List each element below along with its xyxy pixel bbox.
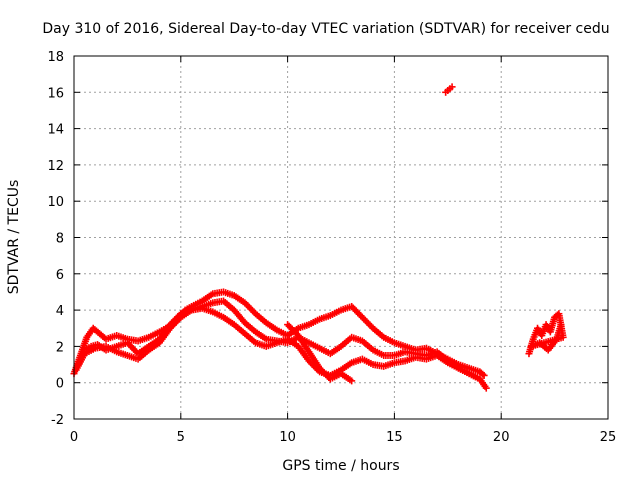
data-point xyxy=(348,377,356,385)
y-tick-label: -2 xyxy=(51,413,64,428)
x-axis-label: GPS time / hours xyxy=(282,458,399,474)
data-point xyxy=(476,375,484,383)
y-tick-label: 2 xyxy=(56,340,64,355)
x-tick-label: 25 xyxy=(600,430,617,445)
y-tick-label: 12 xyxy=(47,159,64,174)
y-tick-label: 0 xyxy=(56,377,64,392)
data-point xyxy=(448,83,456,91)
y-tick-label: 18 xyxy=(47,50,64,65)
data-point xyxy=(482,384,490,392)
axes xyxy=(73,55,609,420)
y-tick-label: 10 xyxy=(47,195,64,210)
data-point xyxy=(479,370,487,378)
data-point xyxy=(480,371,488,379)
data-point xyxy=(557,321,565,329)
chart-title: Day 310 of 2016, Sidereal Day-to-day VTE… xyxy=(42,21,609,37)
y-tick-label: 8 xyxy=(56,232,64,247)
x-tick-label: 10 xyxy=(279,430,296,445)
grid-lines xyxy=(74,56,608,419)
y-axis-label: SDTVAR / TECUs xyxy=(6,180,22,295)
y-tick-label: 16 xyxy=(47,86,64,101)
tick-labels: 0 5 10 15 20 25 -2 0 2 4 6 8 10 12 14 16 18 xyxy=(47,50,616,445)
x-tick-label: 20 xyxy=(493,430,510,445)
y-tick-label: 4 xyxy=(56,304,64,319)
x-tick-label: 15 xyxy=(386,430,403,445)
y-tick-label: 6 xyxy=(56,268,64,283)
plot-frame xyxy=(73,55,609,420)
x-tick-label: 0 xyxy=(70,430,78,445)
x-tick-label: 5 xyxy=(177,430,185,445)
data-points xyxy=(70,83,567,392)
y-tick-label: 14 xyxy=(47,123,64,138)
